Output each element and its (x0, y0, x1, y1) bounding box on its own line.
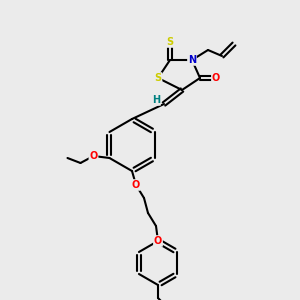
Text: O: O (132, 180, 140, 190)
Text: S: S (167, 37, 174, 47)
Text: N: N (188, 55, 196, 65)
Text: O: O (212, 73, 220, 83)
Text: O: O (154, 236, 162, 246)
Text: S: S (154, 73, 162, 83)
Text: O: O (89, 151, 98, 161)
Text: H: H (152, 95, 160, 105)
